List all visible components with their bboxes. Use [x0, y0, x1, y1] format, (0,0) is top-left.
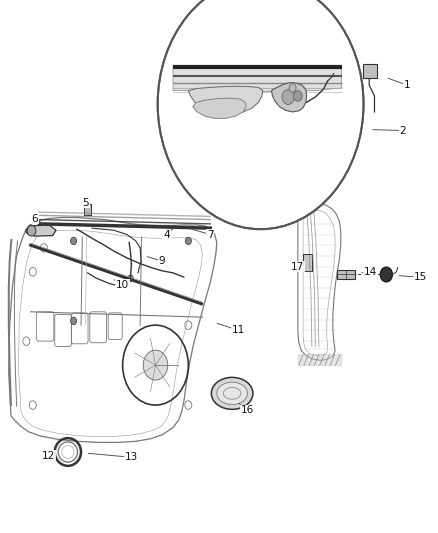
Ellipse shape — [217, 382, 247, 405]
Polygon shape — [25, 225, 56, 236]
Circle shape — [71, 317, 77, 325]
FancyBboxPatch shape — [337, 270, 355, 279]
Circle shape — [185, 237, 191, 245]
Circle shape — [27, 225, 36, 236]
Text: 12: 12 — [42, 451, 55, 461]
Text: 17: 17 — [291, 262, 304, 271]
Circle shape — [289, 84, 296, 92]
Text: 16: 16 — [241, 406, 254, 415]
Polygon shape — [188, 86, 263, 114]
Text: 15: 15 — [414, 272, 427, 282]
Ellipse shape — [211, 377, 253, 409]
Text: 6: 6 — [32, 214, 39, 223]
FancyBboxPatch shape — [84, 204, 91, 215]
Ellipse shape — [62, 446, 74, 458]
FancyBboxPatch shape — [363, 64, 377, 78]
Circle shape — [282, 90, 294, 104]
FancyBboxPatch shape — [303, 254, 312, 271]
Circle shape — [380, 267, 392, 282]
Text: 10: 10 — [116, 280, 129, 290]
Text: 9: 9 — [159, 256, 166, 266]
Circle shape — [293, 91, 302, 101]
Polygon shape — [173, 67, 342, 92]
Polygon shape — [193, 98, 246, 118]
Text: 11: 11 — [232, 326, 245, 335]
Text: 1: 1 — [404, 80, 411, 90]
Text: 4: 4 — [163, 230, 170, 239]
Text: 13: 13 — [125, 453, 138, 462]
Text: 14: 14 — [364, 267, 377, 277]
Circle shape — [71, 237, 77, 245]
Text: 2: 2 — [399, 126, 406, 135]
Polygon shape — [272, 83, 307, 112]
Circle shape — [128, 275, 133, 281]
Circle shape — [158, 0, 364, 229]
Text: 7: 7 — [207, 230, 214, 239]
Circle shape — [143, 350, 168, 380]
Text: 5: 5 — [82, 198, 89, 207]
